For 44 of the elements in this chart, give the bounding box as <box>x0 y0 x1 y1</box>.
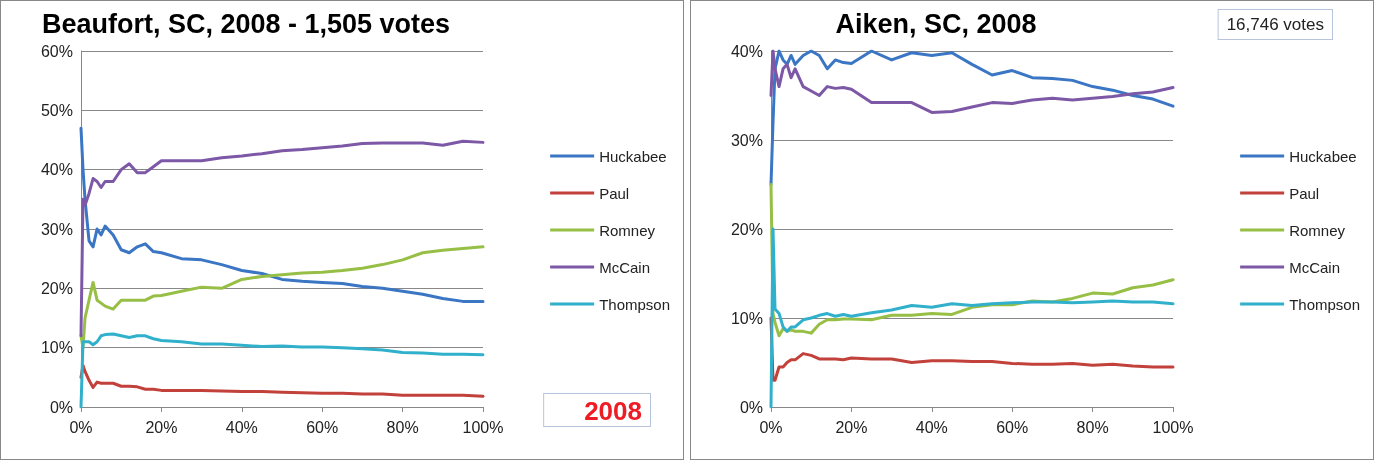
x-tick-label: 80% <box>386 418 419 436</box>
y-tick-label: 40% <box>40 161 73 179</box>
line-series <box>79 126 485 303</box>
legend-label: Paul <box>599 184 630 202</box>
line-series <box>769 227 1175 409</box>
x-tick-label: 40% <box>915 418 948 436</box>
legend-label: Thompson <box>1289 295 1361 313</box>
x-tick-label: 0% <box>69 418 93 436</box>
x-tick-label: 40% <box>225 418 258 436</box>
legend-label: Paul <box>1289 184 1320 202</box>
line-series <box>79 245 485 350</box>
line-series <box>79 363 485 398</box>
x-tick-label: 100% <box>462 418 504 436</box>
text: 16,746 votes <box>1226 15 1325 34</box>
y-tick-label: 50% <box>40 101 73 119</box>
y-tick-label: 0% <box>739 398 763 416</box>
x-tick-label: 80% <box>1076 418 1109 436</box>
y-tick-label: 10% <box>40 339 73 357</box>
x-tick-label: 20% <box>835 418 868 436</box>
line-series <box>79 332 485 409</box>
x-tick-label: 20% <box>145 418 178 436</box>
legend-label: McCain <box>1289 258 1340 276</box>
legend-label: Romney <box>1289 221 1346 239</box>
x-tick-label: 60% <box>306 418 339 436</box>
x-tick-label: 0% <box>759 418 783 436</box>
legend-label: Huckabee <box>599 147 667 165</box>
x-tick-label: 100% <box>1152 418 1194 436</box>
x-tick-label: 60% <box>996 418 1029 436</box>
y-tick-label: 20% <box>40 279 73 297</box>
y-tick-label: 30% <box>40 220 73 238</box>
y-tick-label: 40% <box>730 42 763 60</box>
y-tick-label: 60% <box>40 42 73 60</box>
text: 2008 <box>584 396 642 426</box>
legend-label: Romney <box>599 221 656 239</box>
y-tick-label: 0% <box>49 398 73 416</box>
line-series <box>79 139 485 338</box>
legend-label: Thompson <box>599 295 671 313</box>
legend-label: McCain <box>599 258 650 276</box>
y-tick-label: 30% <box>730 131 763 149</box>
legend-label: Huckabee <box>1289 147 1357 165</box>
chart-title: Beaufort, SC, 2008 - 1,505 votes <box>41 8 451 39</box>
chart-title: Aiken, SC, 2008 <box>835 8 1037 39</box>
y-tick-label: 10% <box>730 309 763 327</box>
y-tick-label: 20% <box>730 220 763 238</box>
